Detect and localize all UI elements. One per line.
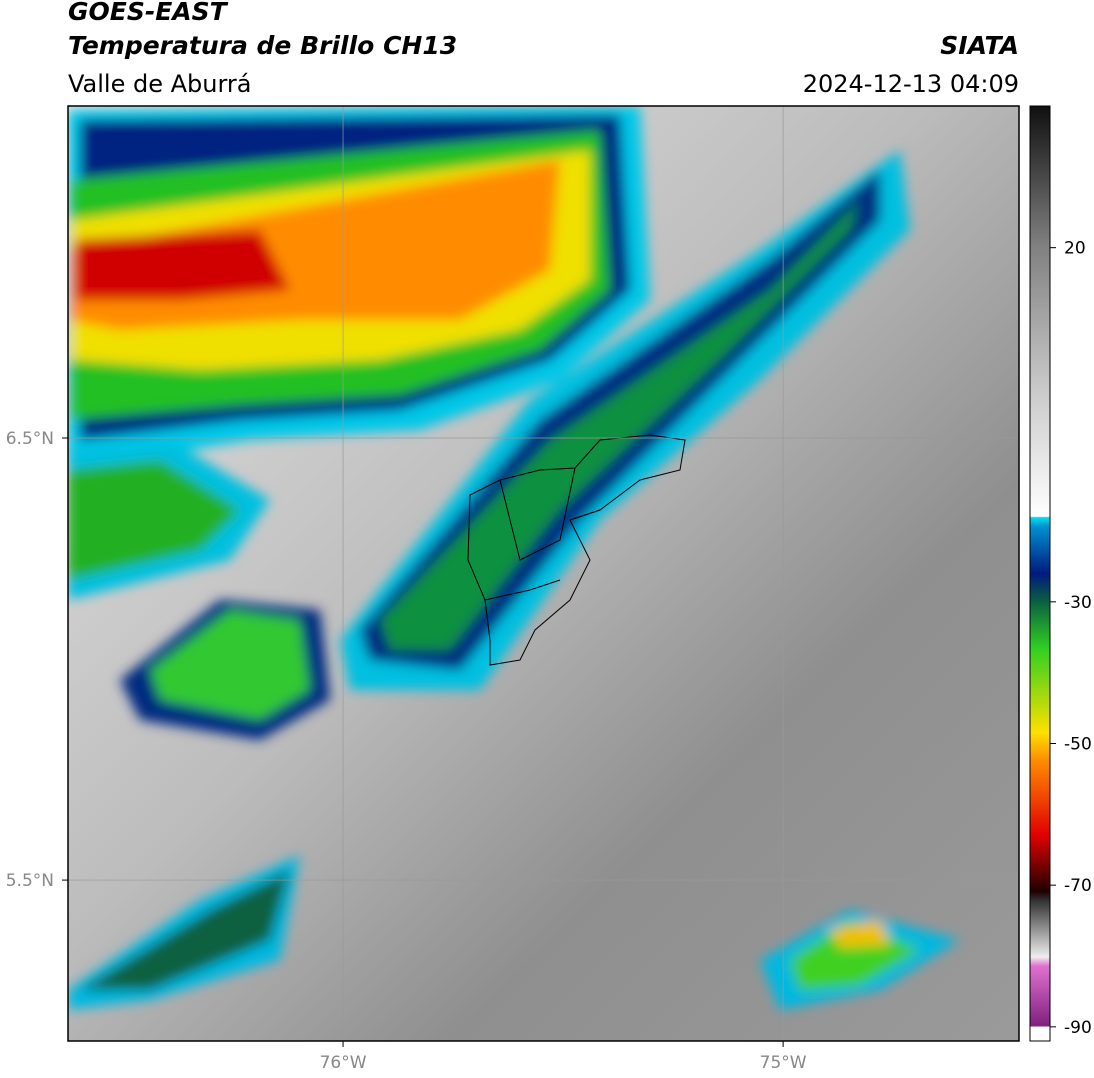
x-tick-label: 75°W <box>760 1053 807 1073</box>
product-title: Temperatura de Brillo CH13 <box>68 31 457 60</box>
colorbar-ticks: 20 -30 -50 -70 -90 <box>1050 239 1092 1038</box>
agency-title: SIATA <box>940 31 1019 60</box>
colorbar-tick-label: 20 <box>1064 239 1086 259</box>
colorbar-tick-label: -90 <box>1064 1018 1092 1038</box>
map-frame <box>67 105 1020 1042</box>
y-tick-label: 5.5°N <box>6 871 54 891</box>
satellite-image <box>68 106 1019 1041</box>
region-subtitle: Valle de Aburrá <box>68 70 252 98</box>
colorbar-tick-label: -70 <box>1064 876 1092 896</box>
datetime: 2024-12-13 04:09 <box>803 70 1019 98</box>
colorbar <box>1029 105 1051 1042</box>
source-title: GOES-EAST <box>68 0 229 26</box>
x-tick-label: 76°W <box>320 1053 367 1073</box>
colorbar-tick-label: -30 <box>1064 593 1092 613</box>
graticule: 76°W 75°W 6.5°N 5.5°N <box>6 106 1019 1073</box>
colorbar-tick-label: -50 <box>1064 735 1092 755</box>
y-tick-label: 6.5°N <box>6 429 54 449</box>
